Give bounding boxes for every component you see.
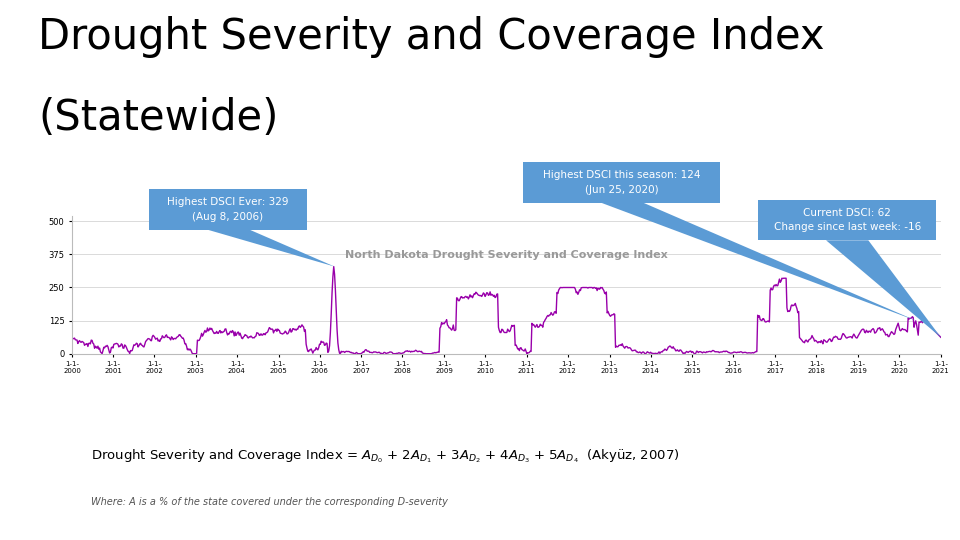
- Text: Highest DSCI Ever: 329
(Aug 8, 2006): Highest DSCI Ever: 329 (Aug 8, 2006): [167, 197, 289, 221]
- Polygon shape: [826, 240, 941, 338]
- Polygon shape: [601, 202, 917, 321]
- Bar: [149, 189, 307, 230]
- Polygon shape: [207, 230, 335, 267]
- Bar: [523, 162, 720, 202]
- Text: Highest DSCI this season: 124
(Jun 25, 2020): Highest DSCI this season: 124 (Jun 25, 2…: [542, 170, 701, 194]
- Text: Current DSCI: 62
Change since last week: -16: Current DSCI: 62 Change since last week:…: [774, 208, 921, 232]
- Text: Where: A is a % of the state covered under the corresponding D-severity: Where: A is a % of the state covered und…: [91, 497, 448, 507]
- Text: Drought Severity and Coverage Index: Drought Severity and Coverage Index: [38, 16, 825, 58]
- Bar: [758, 200, 936, 240]
- Text: Drought Severity and Coverage Index = $A_{D_0}$ + 2$A_{D_1}$ + 3$A_{D_2}$ + 4$A_: Drought Severity and Coverage Index = $A…: [91, 448, 680, 465]
- Text: (Statewide): (Statewide): [38, 97, 278, 139]
- Text: North Dakota Drought Severity and Coverage Index: North Dakota Drought Severity and Covera…: [345, 249, 668, 260]
